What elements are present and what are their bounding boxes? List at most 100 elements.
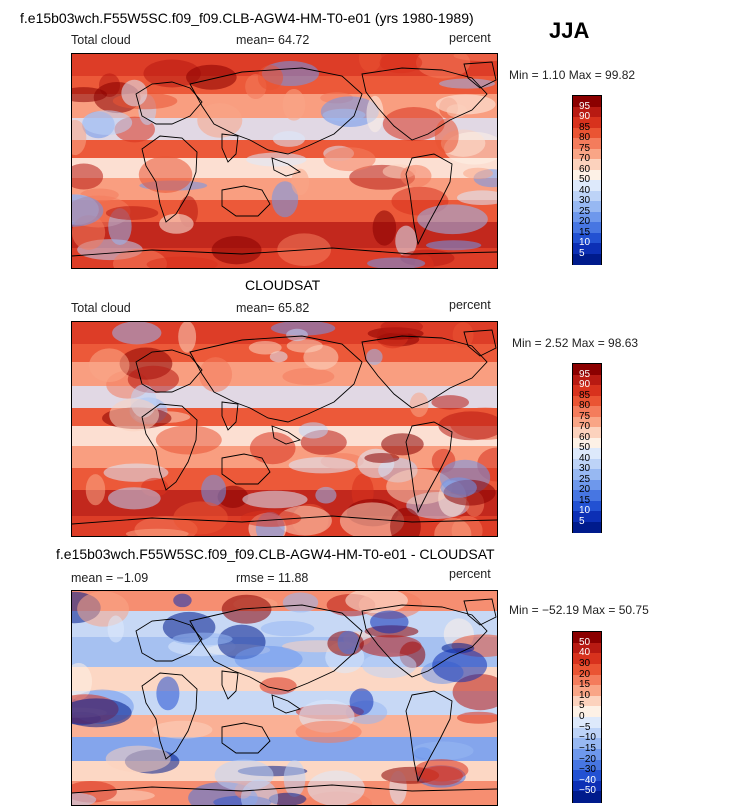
colorbar-swatch bbox=[573, 479, 601, 491]
colorbar-tick-label: −5 bbox=[579, 721, 591, 733]
colorbar-swatch bbox=[573, 663, 601, 675]
panel-2-map-field bbox=[72, 322, 497, 536]
colorbar-swatch bbox=[573, 117, 601, 128]
colorbar-swatch bbox=[573, 138, 601, 149]
colorbar-swatch bbox=[573, 406, 601, 417]
colorbar-tick-label: 80 bbox=[579, 132, 591, 143]
panel-2-minmax: Min = 2.52 Max = 98.63 bbox=[512, 336, 639, 350]
panel-3-center-label: rmse = 11.88 bbox=[236, 571, 309, 585]
colorbar-tick-label: −15 bbox=[579, 742, 596, 754]
colorbar-tick-label: 15 bbox=[579, 679, 591, 691]
colorbar-tick-label: 60 bbox=[579, 431, 591, 443]
colorbar-tick-label: 50 bbox=[579, 636, 591, 648]
colorbar-tick-label: 30 bbox=[579, 657, 591, 669]
colorbar-swatch bbox=[573, 211, 601, 223]
colorbar-tick-label: −30 bbox=[579, 764, 596, 776]
colorbar-tick-label: 10 bbox=[579, 505, 591, 516]
colorbar-tick-label: 5 bbox=[579, 515, 585, 527]
panel-2-map bbox=[71, 321, 498, 537]
colorbar-swatch bbox=[573, 458, 601, 470]
colorbar-swatch bbox=[573, 222, 601, 233]
colorbar-swatch bbox=[573, 685, 601, 697]
colorbar-swatch bbox=[573, 469, 601, 480]
colorbar-swatch bbox=[573, 642, 601, 654]
colorbar-swatch bbox=[573, 521, 601, 533]
colorbar-swatch bbox=[573, 738, 601, 750]
colorbar-tick-label: −20 bbox=[579, 753, 596, 765]
colorbar-swatch bbox=[573, 427, 601, 438]
colorbar-tick-label: 5 bbox=[579, 247, 585, 259]
colorbar-swatch bbox=[573, 759, 601, 771]
colorbar-swatch bbox=[573, 180, 601, 191]
colorbar-swatch bbox=[573, 106, 601, 118]
colorbar-tick-label: −50 bbox=[579, 785, 596, 797]
colorbar-swatch bbox=[573, 364, 601, 375]
colorbar-swatch bbox=[573, 243, 601, 254]
colorbar-tick-label: 20 bbox=[579, 668, 591, 680]
panel-2-center-label: mean= 65.82 bbox=[236, 301, 310, 315]
colorbar-tick-label: 90 bbox=[579, 379, 591, 390]
colorbar-swatch bbox=[573, 674, 601, 686]
colorbar-swatch bbox=[573, 253, 601, 265]
colorbar-swatch bbox=[573, 395, 601, 407]
colorbar-tick-label: 50 bbox=[579, 442, 591, 453]
panel-3-colorbar: 50 40 30 20 15 10 5 0 −5 −10 −15 −20 −30 −40 −50 bbox=[572, 631, 602, 803]
colorbar-swatch bbox=[573, 653, 601, 665]
panel-1-map bbox=[71, 53, 498, 269]
colorbar-swatch bbox=[573, 416, 601, 428]
colorbar-tick-label: 20 bbox=[579, 216, 591, 227]
colorbar-tick-label: −40 bbox=[579, 774, 596, 786]
panel-1-minmax: Min = 1.10 Max = 99.82 bbox=[509, 68, 636, 82]
colorbar-tick-label: 40 bbox=[579, 647, 591, 659]
panel-3-map-field bbox=[72, 591, 497, 805]
panel-3-title: f.e15b03wch.F55W5SC.f09_f09.CLB-AGW4-HM-… bbox=[56, 546, 495, 562]
panel-3-units: percent bbox=[449, 567, 491, 581]
colorbar-tick-label: 25 bbox=[579, 205, 591, 217]
panel-2-left-label: Total cloud bbox=[71, 301, 131, 315]
colorbar-swatch bbox=[573, 706, 601, 718]
colorbar-swatch bbox=[573, 232, 601, 244]
colorbar-swatch bbox=[573, 490, 601, 501]
panel-1-left-label: Total cloud bbox=[71, 33, 131, 47]
colorbar-swatch bbox=[573, 780, 601, 792]
colorbar-swatch bbox=[573, 169, 601, 181]
colorbar-tick-label: 5 bbox=[579, 700, 585, 712]
colorbar-tick-label: 15 bbox=[579, 226, 591, 238]
colorbar-tick-label: 95 bbox=[579, 368, 591, 380]
panel-3-map bbox=[71, 590, 498, 806]
colorbar-swatch bbox=[573, 511, 601, 522]
colorbar-swatch bbox=[573, 201, 601, 212]
colorbar-swatch bbox=[573, 96, 601, 107]
colorbar-tick-label: 70 bbox=[579, 421, 591, 432]
colorbar-tick-label: −10 bbox=[579, 732, 596, 744]
colorbar-swatch bbox=[573, 791, 601, 803]
colorbar-swatch bbox=[573, 727, 601, 739]
colorbar-swatch bbox=[573, 748, 601, 760]
colorbar-tick-label: 40 bbox=[579, 184, 591, 196]
panel-2-title: CLOUDSAT bbox=[245, 277, 321, 293]
colorbar-tick-label: 85 bbox=[579, 121, 591, 133]
panel-3-minmax: Min = −52.19 Max = 50.75 bbox=[509, 603, 649, 617]
colorbar-tick-label: 40 bbox=[579, 452, 591, 464]
colorbar-swatch bbox=[573, 190, 601, 202]
colorbar-tick-label: 0 bbox=[579, 711, 585, 722]
colorbar-tick-label: 50 bbox=[579, 174, 591, 185]
colorbar-tick-label: 25 bbox=[579, 473, 591, 485]
colorbar-tick-label: 95 bbox=[579, 100, 591, 112]
colorbar-swatch bbox=[573, 500, 601, 512]
colorbar-tick-label: 90 bbox=[579, 111, 591, 122]
colorbar-tick-label: 20 bbox=[579, 484, 591, 495]
colorbar-tick-label: 10 bbox=[579, 237, 591, 248]
colorbar-tick-label: 15 bbox=[579, 494, 591, 506]
panel-2-units: percent bbox=[449, 298, 491, 312]
colorbar-tick-label: 30 bbox=[579, 463, 591, 474]
panel-1-center-label: mean= 64.72 bbox=[236, 33, 310, 47]
colorbar-tick-label: 75 bbox=[579, 410, 591, 422]
panel-2-colorbar: 95 90 85 80 75 70 60 50 40 30 25 20 15 10 5 bbox=[572, 363, 602, 533]
colorbar-swatch bbox=[573, 127, 601, 139]
colorbar-tick-label: 75 bbox=[579, 142, 591, 154]
colorbar-tick-label: 10 bbox=[579, 689, 591, 701]
panel-1-colorbar: 95 90 85 80 75 70 60 50 40 30 25 20 15 10 5 bbox=[572, 95, 602, 265]
colorbar-tick-label: 70 bbox=[579, 153, 591, 164]
colorbar-swatch bbox=[573, 159, 601, 170]
